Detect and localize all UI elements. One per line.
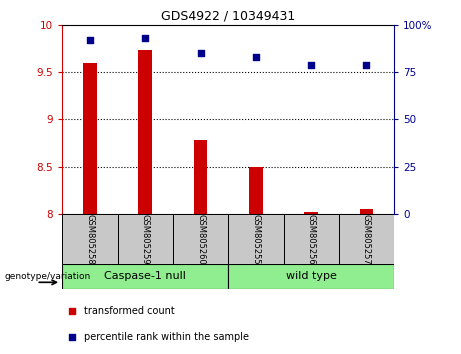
Text: GSM805260: GSM805260 [196, 213, 205, 264]
Bar [284, 214, 339, 264]
Text: transformed count: transformed count [84, 306, 175, 316]
Text: GSM805259: GSM805259 [141, 213, 150, 264]
Title: GDS4922 / 10349431: GDS4922 / 10349431 [161, 9, 296, 22]
Text: wild type: wild type [286, 271, 337, 281]
Point [363, 62, 370, 67]
Point [68, 334, 76, 340]
Text: GSM805256: GSM805256 [307, 213, 316, 264]
Bar [339, 214, 394, 264]
Text: Caspase-1 null: Caspase-1 null [104, 271, 186, 281]
Point [86, 37, 94, 43]
Text: percentile rank within the sample: percentile rank within the sample [84, 332, 249, 342]
Bar [360, 210, 373, 214]
Bar [228, 264, 394, 289]
Text: GSM805257: GSM805257 [362, 213, 371, 264]
Bar [194, 140, 207, 214]
Point [142, 35, 149, 41]
Point [68, 308, 76, 314]
Bar [62, 264, 228, 289]
Bar [304, 212, 318, 214]
Bar [62, 214, 118, 264]
Text: GSM805258: GSM805258 [85, 213, 95, 264]
Bar [118, 214, 173, 264]
Bar [173, 214, 228, 264]
Bar [249, 167, 263, 214]
Point [307, 62, 315, 67]
Text: genotype/variation: genotype/variation [5, 272, 91, 281]
Bar [228, 214, 284, 264]
Point [252, 54, 260, 60]
Text: GSM805255: GSM805255 [251, 213, 260, 264]
Bar [138, 50, 152, 214]
Point [197, 50, 204, 56]
Bar [83, 63, 97, 214]
